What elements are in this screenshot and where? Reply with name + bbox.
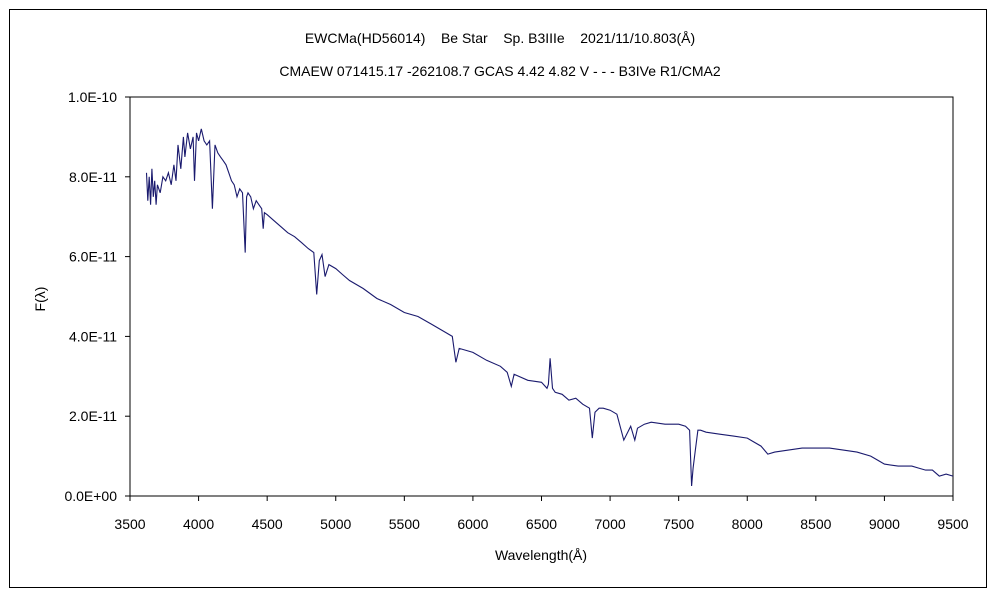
x-axis: 3500 4000 4500 5000 5500 6000 6500 7000 7500 8000… [114,496,969,532]
y-tick-label: 8.0E-11 [69,169,117,185]
x-tick-label: 4000 [183,516,214,532]
y-tick-label: 6.0E-11 [69,249,117,265]
x-tick-label: 5000 [320,516,351,532]
x-tick-label: 5500 [389,516,420,532]
chart-frame [9,9,987,588]
y-tick-label: 2.0E-11 [69,408,117,424]
x-tick-label: 6000 [457,516,488,532]
x-tick-label: 4500 [252,516,283,532]
x-tick-label: 9500 [937,516,968,532]
x-tick-label: 9000 [869,516,900,532]
y-tick-label: 0.0E+00 [64,488,117,504]
chart-subtitle: CMAEW 071415.17 -262108.7 GCAS 4.42 4.82… [279,63,721,79]
x-tick-label: 8500 [800,516,831,532]
x-tick-label: 8000 [732,516,763,532]
chart-title: EWCMa(HD56014) Be Star Sp. B3IIIe 2021/1… [304,30,696,46]
x-tick-label: 6500 [526,516,557,532]
x-tick-label: 7500 [663,516,694,532]
y-axis-label: F(λ) [32,286,48,312]
x-axis-label: Wavelength(Å) [494,547,588,563]
y-axis: 0.0E+00 2.0E-11 4.0E-11 6.0E-11 8.0E-11 1.0E-… [64,89,130,504]
y-tick-label: 1.0E-10 [68,89,117,105]
y-tick-label: 4.0E-11 [69,328,117,344]
plot-border [129,96,954,497]
x-tick-label: 3500 [114,516,145,532]
x-tick-label: 7000 [595,516,626,532]
spectrum-series-line [145,128,954,487]
